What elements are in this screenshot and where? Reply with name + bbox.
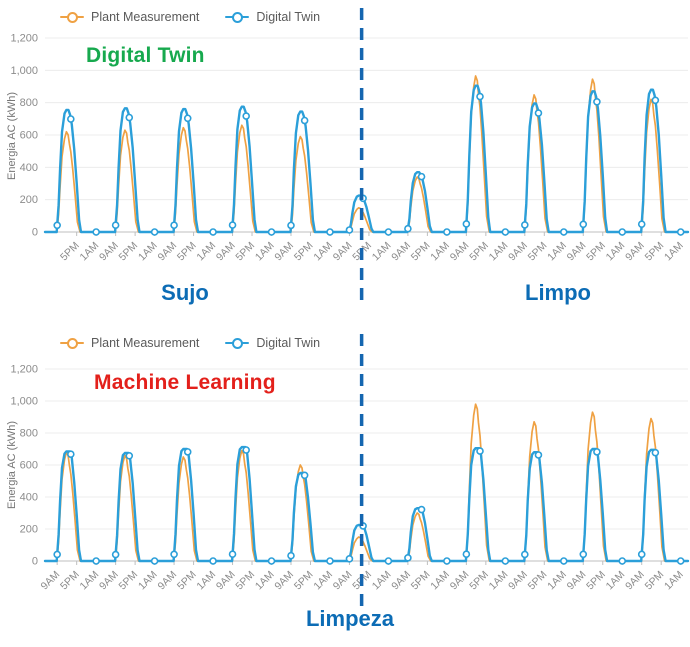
svg-text:1AM: 1AM (428, 569, 452, 593)
region-label-sujo: Sujo (161, 280, 209, 305)
svg-text:9AM: 9AM (331, 569, 355, 593)
svg-text:1AM: 1AM (487, 569, 511, 593)
svg-text:200: 200 (20, 194, 38, 206)
svg-text:1AM: 1AM (78, 240, 102, 264)
svg-text:9AM: 9AM (565, 240, 589, 264)
svg-text:5PM: 5PM (292, 569, 316, 593)
legend-label: Digital Twin (256, 336, 321, 350)
legend-item-digital-twin[interactable]: Digital Twin (225, 336, 320, 350)
svg-text:800: 800 (20, 428, 38, 440)
svg-text:200: 200 (20, 524, 38, 536)
model-annotation-top: Digital Twin (86, 44, 205, 67)
plant-series-marker-icon (60, 338, 84, 349)
svg-text:9AM: 9AM (565, 569, 589, 593)
svg-text:1AM: 1AM (370, 240, 394, 264)
svg-text:5PM: 5PM (233, 569, 257, 593)
svg-text:9AM: 9AM (448, 569, 472, 593)
svg-text:0: 0 (32, 556, 38, 568)
svg-text:5PM: 5PM (584, 240, 608, 264)
svg-text:9AM: 9AM (331, 240, 355, 264)
svg-text:1AM: 1AM (604, 569, 628, 593)
svg-text:1AM: 1AM (194, 569, 218, 593)
svg-text:9AM: 9AM (214, 240, 238, 264)
svg-text:5PM: 5PM (526, 569, 550, 593)
svg-text:1,200: 1,200 (10, 364, 38, 376)
svg-text:9AM: 9AM (97, 240, 121, 264)
svg-text:1AM: 1AM (78, 569, 102, 593)
svg-text:5PM: 5PM (58, 569, 82, 593)
svg-text:5PM: 5PM (175, 569, 199, 593)
svg-text:0: 0 (32, 227, 38, 239)
legend-label: Digital Twin (256, 10, 321, 24)
svg-text:5PM: 5PM (233, 240, 257, 264)
svg-text:1AM: 1AM (428, 240, 452, 264)
svg-text:9AM: 9AM (389, 240, 413, 264)
svg-text:5PM: 5PM (526, 240, 550, 264)
svg-text:9AM: 9AM (272, 240, 296, 264)
svg-text:9AM: 9AM (389, 569, 413, 593)
svg-text:1AM: 1AM (253, 569, 277, 593)
legend-label: Plant Measurement (91, 10, 200, 24)
svg-text:9AM: 9AM (155, 569, 179, 593)
svg-text:1AM: 1AM (545, 569, 569, 593)
model-annotation-bottom: Machine Learning (94, 371, 276, 394)
svg-text:9AM: 9AM (506, 569, 530, 593)
svg-text:1AM: 1AM (136, 569, 160, 593)
svg-text:1AM: 1AM (311, 240, 335, 264)
svg-text:5PM: 5PM (409, 240, 433, 264)
svg-text:1AM: 1AM (136, 240, 160, 264)
region-label-limpo: Limpo (525, 280, 591, 305)
svg-text:5PM: 5PM (584, 569, 608, 593)
svg-text:9AM: 9AM (214, 569, 238, 593)
svg-text:1,000: 1,000 (10, 396, 38, 408)
svg-text:9AM: 9AM (623, 569, 647, 593)
legend-item-digital-twin[interactable]: Digital Twin (225, 10, 320, 24)
svg-text:1,000: 1,000 (10, 65, 38, 77)
region-label-limpeza: Limpeza (305, 606, 395, 631)
svg-text:600: 600 (20, 460, 38, 472)
svg-text:9AM: 9AM (448, 240, 472, 264)
machine-learning-chart: 02004006008001,0001,2009AM5PM1AM9AM5PM1A… (10, 334, 690, 612)
svg-text:5PM: 5PM (409, 569, 433, 593)
svg-text:400: 400 (20, 492, 38, 504)
svg-text:1AM: 1AM (194, 240, 218, 264)
svg-text:5PM: 5PM (467, 240, 491, 264)
svg-text:600: 600 (20, 130, 38, 142)
legend-bottom: Plant Measurement Digital Twin (60, 334, 320, 352)
svg-text:5PM: 5PM (292, 240, 316, 264)
svg-text:5PM: 5PM (116, 569, 140, 593)
twin-series-marker-icon (225, 338, 250, 349)
svg-text:9AM: 9AM (506, 240, 530, 264)
svg-text:5PM: 5PM (643, 569, 667, 593)
svg-text:800: 800 (20, 97, 38, 109)
svg-text:5PM: 5PM (467, 569, 491, 593)
legend-top: Plant Measurement Digital Twin (60, 8, 320, 26)
twin-series-marker-icon (225, 12, 250, 23)
svg-text:1AM: 1AM (662, 240, 686, 264)
svg-text:1AM: 1AM (487, 240, 511, 264)
svg-text:1AM: 1AM (604, 240, 628, 264)
legend-item-plant-measurement[interactable]: Plant Measurement (60, 10, 199, 24)
svg-text:5PM: 5PM (58, 240, 82, 264)
svg-text:9AM: 9AM (272, 569, 296, 593)
svg-text:9AM: 9AM (623, 240, 647, 264)
svg-text:9AM: 9AM (39, 569, 63, 593)
digital-twin-chart: 02004006008001,0001,2005PM1AM9AM5PM1AM9A… (10, 8, 690, 302)
svg-text:1AM: 1AM (311, 569, 335, 593)
svg-text:1AM: 1AM (253, 240, 277, 264)
svg-text:5PM: 5PM (643, 240, 667, 264)
legend-label: Plant Measurement (91, 336, 200, 350)
plant-series-marker-icon (60, 12, 84, 23)
svg-text:9AM: 9AM (155, 240, 179, 264)
legend-item-plant-measurement[interactable]: Plant Measurement (60, 336, 199, 350)
svg-text:9AM: 9AM (97, 569, 121, 593)
svg-text:1,200: 1,200 (10, 33, 38, 45)
svg-text:5PM: 5PM (116, 240, 140, 264)
svg-text:1AM: 1AM (662, 569, 686, 593)
svg-text:5PM: 5PM (175, 240, 199, 264)
svg-text:400: 400 (20, 162, 38, 174)
svg-text:1AM: 1AM (545, 240, 569, 264)
svg-text:1AM: 1AM (370, 569, 394, 593)
